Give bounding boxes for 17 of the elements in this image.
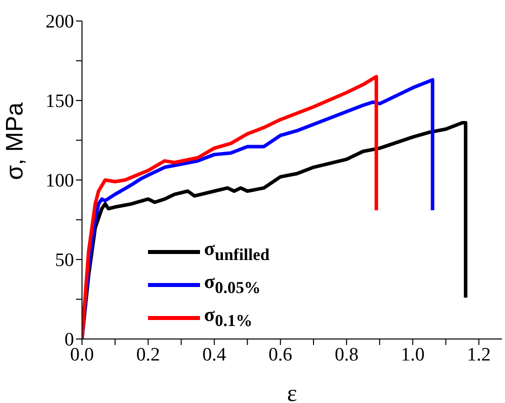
y-tick-label: 50 bbox=[55, 250, 74, 272]
line-series bbox=[82, 74, 378, 339]
legend-label: σ$_{0.05%}$ bbox=[204, 271, 261, 298]
x-tick-label: 1.0 bbox=[400, 344, 425, 366]
y-tick-label: 100 bbox=[46, 170, 74, 192]
y-tick-label: 200 bbox=[46, 12, 74, 33]
legend-label: σ$_{0.1%}$ bbox=[204, 304, 252, 331]
x-axis-title: ε bbox=[286, 381, 298, 403]
x-tick-label: 0.2 bbox=[136, 344, 160, 366]
x-tick-label: 0.8 bbox=[334, 344, 358, 366]
x-tick-label: 1.2 bbox=[466, 344, 491, 366]
x-tick-label: 0.6 bbox=[268, 344, 292, 366]
y-tick-label: 150 bbox=[46, 91, 74, 112]
legend-label: σ$_{unfilled}$ bbox=[204, 238, 270, 265]
y-axis-title: σ, MPa bbox=[2, 102, 29, 180]
x-tick-label: 0.0 bbox=[70, 344, 94, 366]
x-tick-label: 0.4 bbox=[202, 344, 227, 366]
